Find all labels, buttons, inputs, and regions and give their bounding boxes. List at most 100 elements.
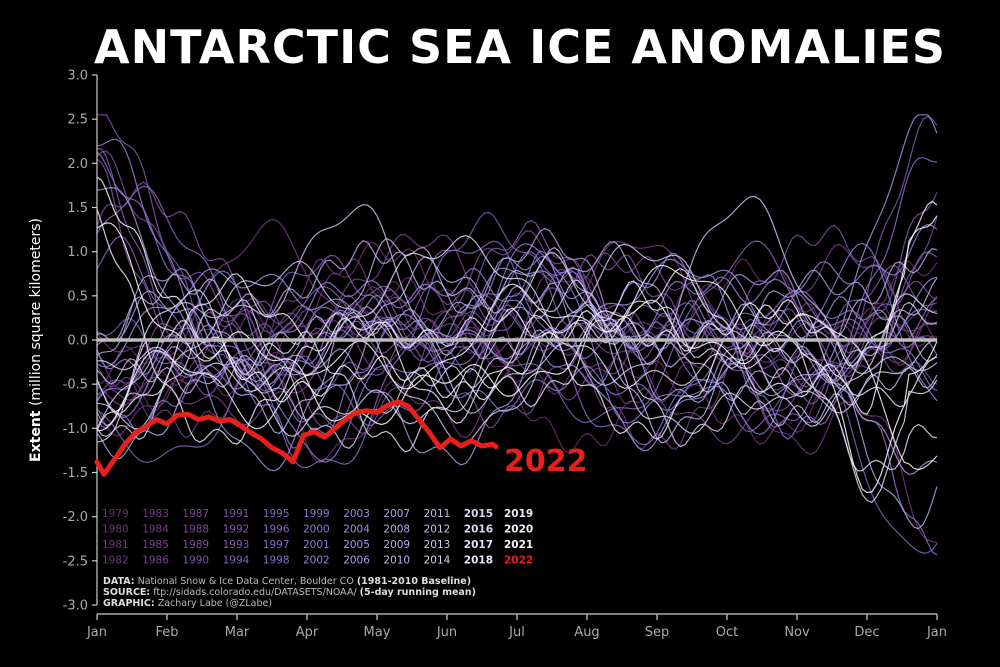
x-tick-label: Jan: [926, 625, 947, 640]
year-line: [96, 222, 938, 494]
year-line: [96, 211, 938, 413]
year-line: [96, 290, 938, 413]
legend-year: 2010: [383, 555, 410, 567]
legend-year: 1996: [263, 524, 290, 536]
y-axis-ticks: 3.0 2.5 2.0 1.5 1.0 0.5 0.0 -0.5 -1.0 -1.5 -2.0 -2.…: [63, 69, 97, 614]
data-baseline: (1981-2010 Baseline): [357, 576, 471, 587]
year-line: [96, 280, 938, 472]
legend-year: 2009: [383, 539, 410, 551]
source-label: SOURCE:: [103, 587, 150, 598]
legend-year: 2004: [343, 524, 370, 536]
legend-year: 2017: [464, 539, 493, 551]
legend-year: 2014: [424, 555, 451, 567]
legend-year: 1982: [102, 555, 129, 567]
legend-year: 1987: [182, 508, 209, 520]
x-tick-label: Mar: [225, 625, 250, 640]
year-line: [96, 240, 938, 554]
year-line: [96, 237, 938, 444]
year-line: [96, 274, 938, 544]
x-tick-label: Sep: [645, 625, 670, 640]
year-line: [96, 241, 938, 530]
footer-source: DATA: National Snow & Ice Data Center, B…: [103, 576, 476, 609]
year-line: [96, 235, 938, 433]
x-axis-ticks: Jan Feb Mar Apr May Jun Jul Aug Sep Oct Nov Dec Jan: [86, 614, 947, 640]
y-tick-label: 0.0: [67, 334, 88, 349]
legend-year: 2005: [343, 539, 370, 551]
legend-year: 2007: [383, 508, 410, 520]
series-2022-label: 2022: [504, 444, 588, 479]
x-tick-label: Jun: [436, 625, 457, 640]
legend-year: 1986: [142, 555, 169, 567]
year-line: [96, 277, 938, 412]
legend-year: 2022: [504, 555, 533, 567]
legend-year: 2003: [343, 508, 370, 520]
y-tick-label: 3.0: [67, 69, 88, 84]
svg-text:SOURCE: ftp://sidads.colorado.: SOURCE: ftp://sidads.colorado.edu/DATASE…: [103, 587, 476, 598]
legend: 1979 1983 1987 1991 1995 1999 2003 2007 2011 2015…: [102, 508, 533, 567]
graphic-text: Zachary Labe (@ZLabe): [155, 598, 272, 609]
legend-year: 1981: [102, 539, 129, 551]
legend-year: 1990: [182, 555, 209, 567]
data-text: National Snow & Ice Data Center, Boulder…: [135, 576, 357, 587]
legend-year: 2021: [504, 539, 533, 551]
year-line: [96, 148, 938, 428]
y-tick-label: -2.0: [63, 510, 88, 525]
year-line: [96, 264, 938, 471]
legend-year: 1980: [102, 524, 129, 536]
legend-year: 1979: [102, 508, 129, 520]
year-line: [96, 242, 938, 463]
y-tick-label: 0.5: [67, 289, 88, 304]
legend-year: 2002: [303, 555, 330, 567]
legend-year: 1998: [263, 555, 290, 567]
year-line: [96, 269, 938, 475]
svg-text:DATA: National Snow & Ice Data: DATA: National Snow & Ice Data Center, B…: [103, 576, 471, 587]
year-line: [96, 227, 938, 404]
legend-year: 1991: [223, 508, 250, 520]
year-line: [96, 234, 938, 504]
chart-title: ANTARCTIC SEA ICE ANOMALIES: [94, 20, 946, 74]
svg-text:GRAPHIC: Zachary Labe (@ZLabe): GRAPHIC: Zachary Labe (@ZLabe): [103, 598, 272, 609]
legend-year: 2015: [464, 508, 493, 520]
legend-year: 1983: [142, 508, 169, 520]
legend-year: 2018: [464, 555, 493, 567]
y-axis-label: Extent (million square kilometers): [28, 218, 44, 462]
legend-year: 1999: [303, 508, 330, 520]
x-tick-label: Nov: [784, 625, 810, 640]
year-line: [96, 311, 938, 427]
y-tick-label: -2.5: [63, 554, 88, 569]
legend-year: 2012: [424, 524, 451, 536]
legend-year: 1985: [142, 539, 169, 551]
legend-year: 2011: [424, 508, 451, 520]
legend-year: 2020: [504, 524, 533, 536]
y-tick-label: 1.5: [67, 201, 88, 216]
year-line: [96, 200, 938, 445]
legend-year: 1994: [223, 555, 250, 567]
svg-text:Extent (million square kilomet: Extent (million square kilometers): [28, 218, 44, 462]
x-tick-label: Aug: [574, 625, 599, 640]
y-tick-label: -1.0: [63, 422, 88, 437]
legend-year: 2001: [303, 539, 330, 551]
graphic-label: GRAPHIC:: [103, 598, 155, 609]
legend-year: 1988: [182, 524, 209, 536]
x-tick-label: Oct: [716, 625, 738, 640]
year-line: [96, 195, 938, 429]
year-line: [96, 150, 938, 435]
legend-year: 1989: [182, 539, 209, 551]
legend-year: 2008: [383, 524, 410, 536]
series-2022-line: [94, 399, 499, 477]
data-label: DATA:: [103, 576, 135, 587]
legend-year: 2006: [343, 555, 370, 567]
x-tick-label: Feb: [155, 625, 178, 640]
year-line: [96, 114, 938, 472]
year-line: [96, 279, 938, 449]
background-year-lines: [96, 114, 938, 556]
source-method: (5-day running mean): [360, 587, 476, 598]
x-tick-label: May: [364, 625, 391, 640]
year-line: [97, 114, 938, 405]
y-tick-label: 2.5: [67, 113, 88, 128]
legend-year: 1984: [142, 524, 169, 536]
legend-year: 2013: [424, 539, 451, 551]
legend-year: 1992: [223, 524, 250, 536]
x-tick-label: Dec: [854, 625, 879, 640]
